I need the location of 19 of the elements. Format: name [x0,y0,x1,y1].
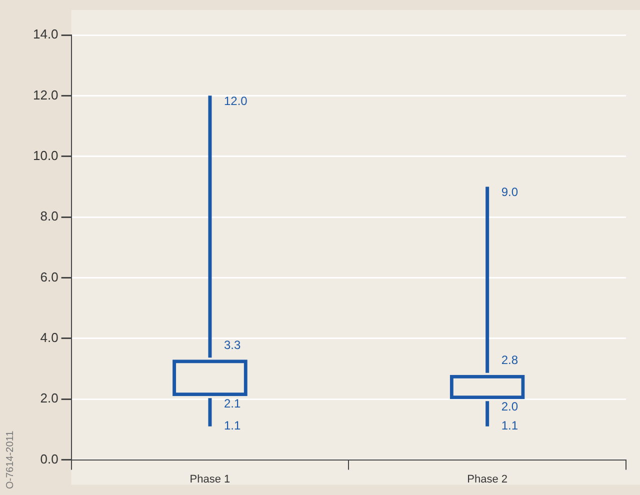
y-tick-label: 12.0 [32,87,58,102]
annotation: 3.3 [224,338,241,352]
y-tick-label: 14.0 [32,26,58,42]
annotation: 2.1 [224,396,241,410]
text: O-7614-2011 [4,430,16,489]
annotation: 2.0 [501,399,518,414]
y-tick-label: 6.0 [40,269,58,284]
y-tick-label: 8.0 [40,208,58,224]
annotation: 1.1 [501,418,518,433]
annotation: 2.8 [501,353,518,368]
annotation: 9.0 [501,185,518,200]
y-tick-label: 10.0 [32,148,58,163]
annotation: 1.1 [224,418,241,433]
annotation: 12.0 [224,94,248,108]
x-tick-label: Phase 1 [190,473,230,486]
y-tick-label: 2.0 [40,390,58,406]
y-tick-label: 0.0 [40,451,58,466]
y-tick-label: 4.0 [40,330,58,346]
x-tick-label: Phase 2 [467,473,508,486]
